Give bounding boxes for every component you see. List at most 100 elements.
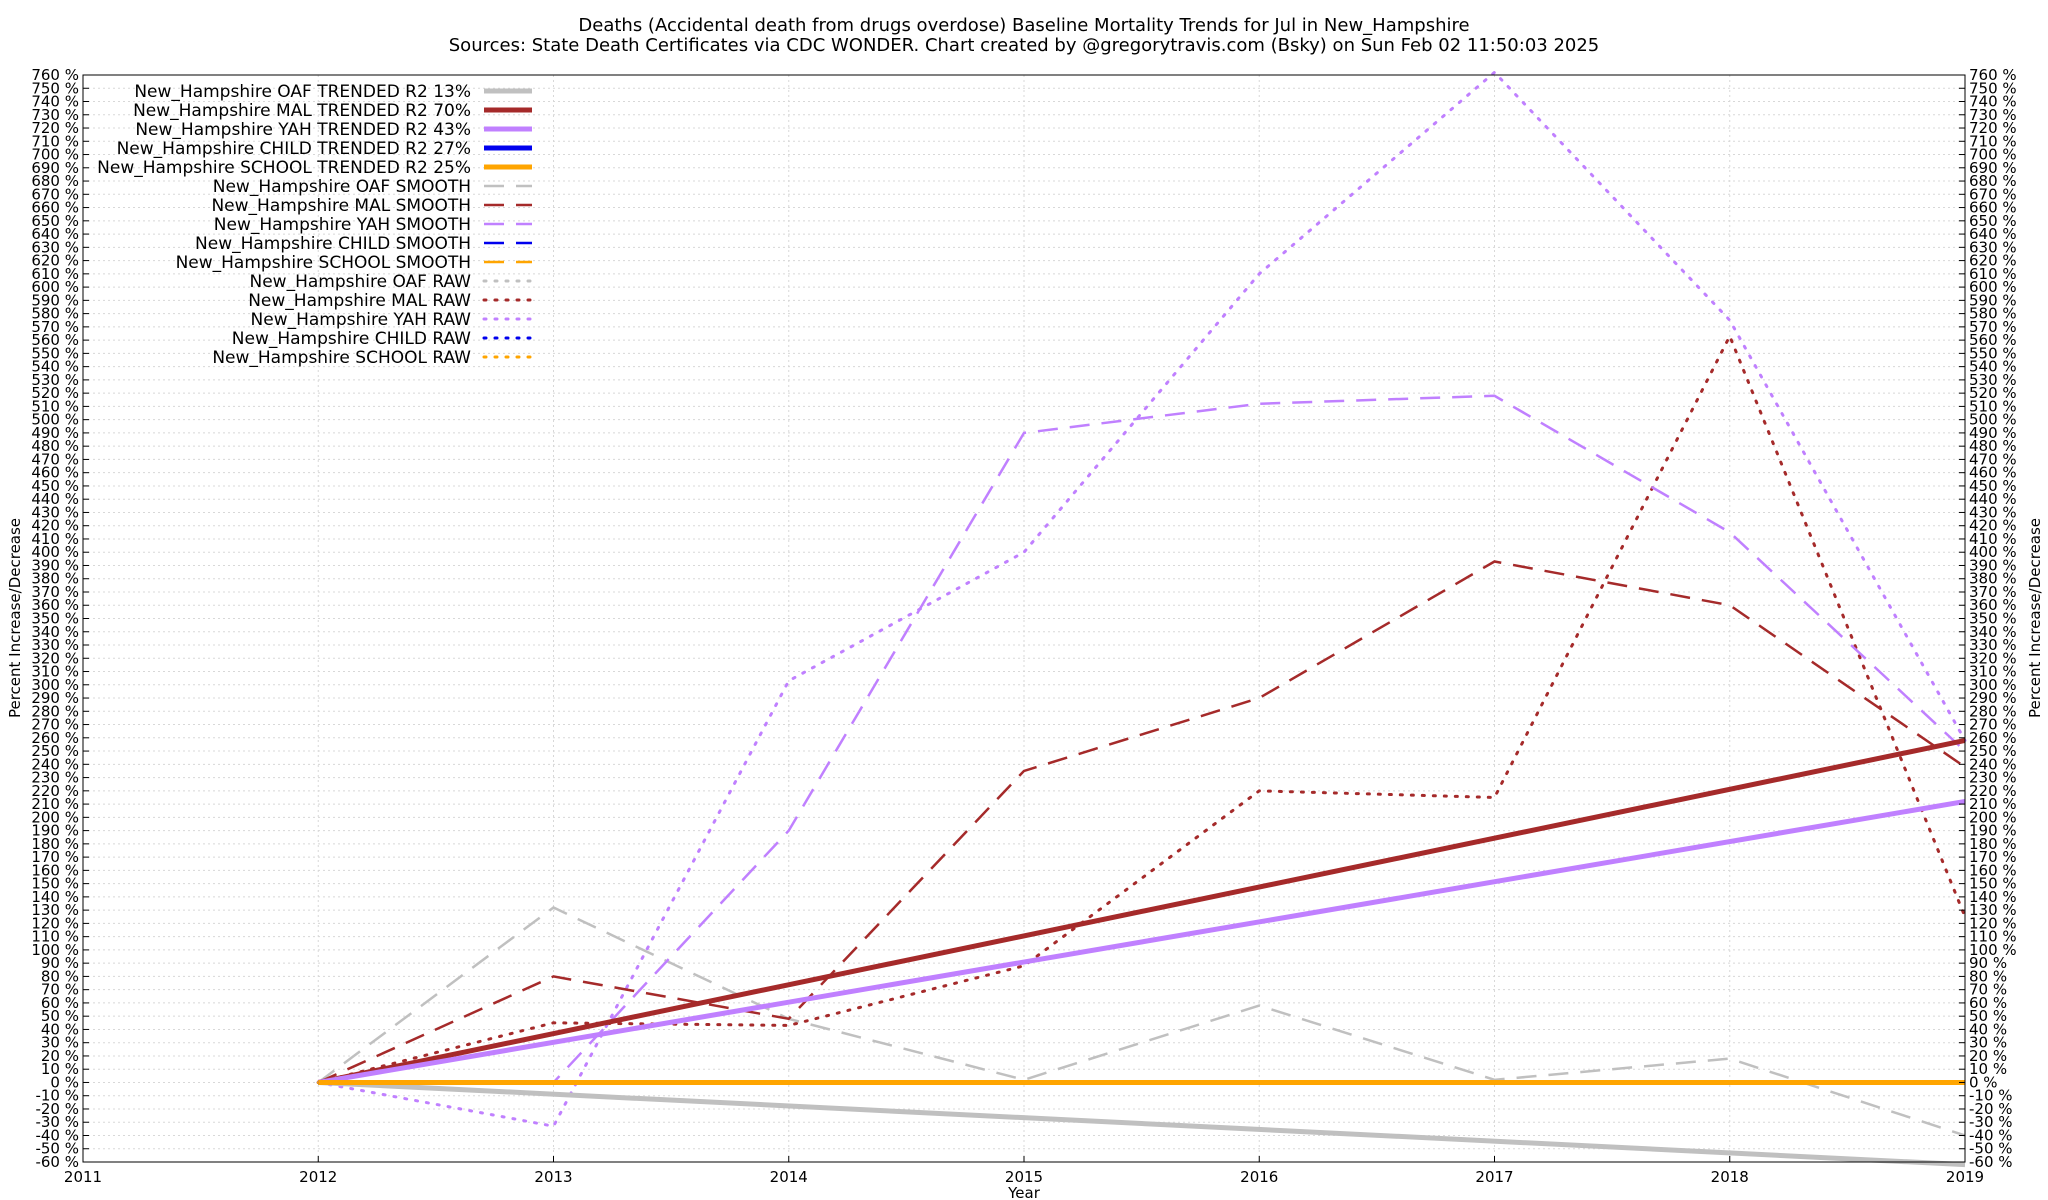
legend-label: New_Hampshire YAH RAW bbox=[251, 310, 472, 330]
series-new-hampshire-mal-raw bbox=[316, 332, 1967, 1084]
y-tick-label-right: 490 % bbox=[1969, 424, 2017, 442]
y-tick-label-right: 720 % bbox=[1969, 119, 2017, 137]
legend-label: New_Hampshire YAH SMOOTH bbox=[214, 215, 471, 235]
y-tick-label-right: 120 % bbox=[1969, 914, 2017, 932]
legend-label: New_Hampshire YAH TRENDED R2 43% bbox=[135, 120, 471, 140]
y-tick-label-right: 100 % bbox=[1969, 941, 2017, 959]
y-tick-label-left: -50 % bbox=[35, 1140, 79, 1158]
y-tick-label-left: 350 % bbox=[31, 610, 79, 628]
y-tick-label-left: 440 % bbox=[31, 490, 79, 508]
legend: New_Hampshire OAF TRENDED R2 13%New_Hamp… bbox=[97, 82, 534, 368]
x-tick-label: 2016 bbox=[1240, 1168, 1278, 1186]
y-tick-label-right: 160 % bbox=[1969, 861, 2017, 879]
y-tick-label-left: 110 % bbox=[31, 928, 79, 946]
series-new-hampshire-yah-raw bbox=[316, 70, 1967, 1128]
y-tick-label-left: 140 % bbox=[31, 888, 79, 906]
y-tick-label-right: 730 % bbox=[1969, 106, 2017, 124]
y-tick-label-right: 550 % bbox=[1969, 344, 2017, 362]
x-axis-label: Year bbox=[1007, 1184, 1041, 1200]
y-tick-label-right: 430 % bbox=[1969, 503, 2017, 521]
y-tick-label-right: 370 % bbox=[1969, 583, 2017, 601]
x-tick-label: 2012 bbox=[299, 1168, 337, 1186]
legend-label: New_Hampshire CHILD SMOOTH bbox=[195, 234, 471, 254]
y-tick-label-left: -30 % bbox=[35, 1113, 79, 1131]
y-tick-label-left: 690 % bbox=[31, 159, 79, 177]
y-tick-label-right: 600 % bbox=[1969, 278, 2017, 296]
series-new-hampshire-oaf-smooth bbox=[317, 906, 1966, 1137]
y-tick-label-left: 740 % bbox=[31, 93, 79, 111]
y-tick-label-right: 660 % bbox=[1969, 199, 2017, 217]
y-tick-label-right: 610 % bbox=[1969, 265, 2017, 283]
y-tick-label-left: 460 % bbox=[31, 464, 79, 482]
ticks: -60 % -60 %-50 % -50 %-40 % -40 %-30 % -30 %… bbox=[31, 66, 2016, 1186]
legend-label: New_Hampshire MAL TRENDED R2 70% bbox=[133, 101, 471, 121]
y-tick-label-right: 500 % bbox=[1969, 411, 2017, 429]
legend-label: New_Hampshire OAF TRENDED R2 13% bbox=[134, 82, 471, 102]
y-tick-label-right: -40 % bbox=[1969, 1126, 2013, 1144]
y-tick-label-right: 300 % bbox=[1969, 676, 2017, 694]
legend-label: New_Hampshire SCHOOL RAW bbox=[212, 348, 471, 368]
y-tick-label-right: 670 % bbox=[1969, 185, 2017, 203]
y-tick-label-right: 330 % bbox=[1969, 636, 2017, 654]
y-tick-label-right: 700 % bbox=[1969, 146, 2017, 164]
chart-title-line1: Deaths (Accidental death from drugs over… bbox=[578, 15, 1469, 36]
y-tick-label-left: 600 % bbox=[31, 278, 79, 296]
x-tick-label: 2018 bbox=[1711, 1168, 1749, 1186]
series-new-hampshire-mal-trended-r2-70 bbox=[317, 738, 1966, 1085]
y-tick-label-right: -20 % bbox=[1969, 1100, 2013, 1118]
y-tick-label-left: 200 % bbox=[31, 808, 79, 826]
y-tick-label-right: -60 % bbox=[1969, 1153, 2013, 1171]
y-tick-label-left: 320 % bbox=[31, 649, 79, 667]
y-tick-label-left: 640 % bbox=[31, 225, 79, 243]
y-tick-label-left: 700 % bbox=[31, 146, 79, 164]
y-tick-label-left: 250 % bbox=[31, 742, 79, 760]
y-tick-label-right: 310 % bbox=[1969, 663, 2017, 681]
y-axis-label-left: Percent Increase/Decrease bbox=[6, 518, 24, 718]
y-tick-label-left: 0 % bbox=[50, 1073, 79, 1091]
y-tick-label-right: -10 % bbox=[1969, 1087, 2013, 1105]
y-tick-label-left: 520 % bbox=[31, 384, 79, 402]
y-tick-label-left: 510 % bbox=[31, 397, 79, 415]
y-tick-label-left: 390 % bbox=[31, 556, 79, 574]
y-tick-label-left: 680 % bbox=[31, 172, 79, 190]
y-tick-label-right: 170 % bbox=[1969, 848, 2017, 866]
y-tick-label-left: 420 % bbox=[31, 517, 79, 535]
y-tick-label-right: 210 % bbox=[1969, 795, 2017, 813]
legend-label: New_Hampshire CHILD TRENDED R2 27% bbox=[117, 139, 471, 159]
x-tick-label: 2014 bbox=[770, 1168, 808, 1186]
y-tick-label-left: 480 % bbox=[31, 437, 79, 455]
y-tick-label-left: 120 % bbox=[31, 914, 79, 932]
y-tick-label-left: 150 % bbox=[31, 875, 79, 893]
y-tick-label-left: 470 % bbox=[31, 450, 79, 468]
legend-label: New_Hampshire OAF SMOOTH bbox=[213, 177, 471, 197]
y-tick-label-left: 660 % bbox=[31, 199, 79, 217]
legend-label: New_Hampshire CHILD RAW bbox=[232, 329, 471, 349]
y-tick-label-right: 290 % bbox=[1969, 689, 2017, 707]
series-new-hampshire-mal-smooth bbox=[317, 560, 1966, 1084]
y-tick-label-left: 160 % bbox=[31, 861, 79, 879]
y-tick-label-right: 480 % bbox=[1969, 437, 2017, 455]
y-tick-label-left: -60 % bbox=[35, 1153, 79, 1171]
y-tick-label-left: 590 % bbox=[31, 291, 79, 309]
y-tick-label-left: 270 % bbox=[31, 716, 79, 734]
y-tick-label-right: 420 % bbox=[1969, 517, 2017, 535]
y-tick-label-right: 590 % bbox=[1969, 291, 2017, 309]
y-tick-label-left: 310 % bbox=[31, 663, 79, 681]
y-tick-label-left: 130 % bbox=[31, 901, 79, 919]
y-tick-label-right: 450 % bbox=[1969, 477, 2017, 495]
y-tick-label-right: 680 % bbox=[1969, 172, 2017, 190]
y-tick-label-right: 340 % bbox=[1969, 623, 2017, 641]
y-tick-label-right: 740 % bbox=[1969, 93, 2017, 111]
y-tick-label-right: 580 % bbox=[1969, 305, 2017, 323]
y-tick-label-left: 720 % bbox=[31, 119, 79, 137]
x-tick-label: 2019 bbox=[1946, 1168, 1984, 1186]
y-tick-label-right: 200 % bbox=[1969, 808, 2017, 826]
y-tick-label-right: 510 % bbox=[1969, 397, 2017, 415]
y-tick-label-right: 30 % bbox=[1969, 1034, 2007, 1052]
y-tick-label-right: 750 % bbox=[1969, 79, 2017, 97]
y-tick-label-right: 470 % bbox=[1969, 450, 2017, 468]
y-tick-label-left: 230 % bbox=[31, 769, 79, 787]
y-tick-label-left: -20 % bbox=[35, 1100, 79, 1118]
y-tick-label-right: 40 % bbox=[1969, 1020, 2007, 1038]
